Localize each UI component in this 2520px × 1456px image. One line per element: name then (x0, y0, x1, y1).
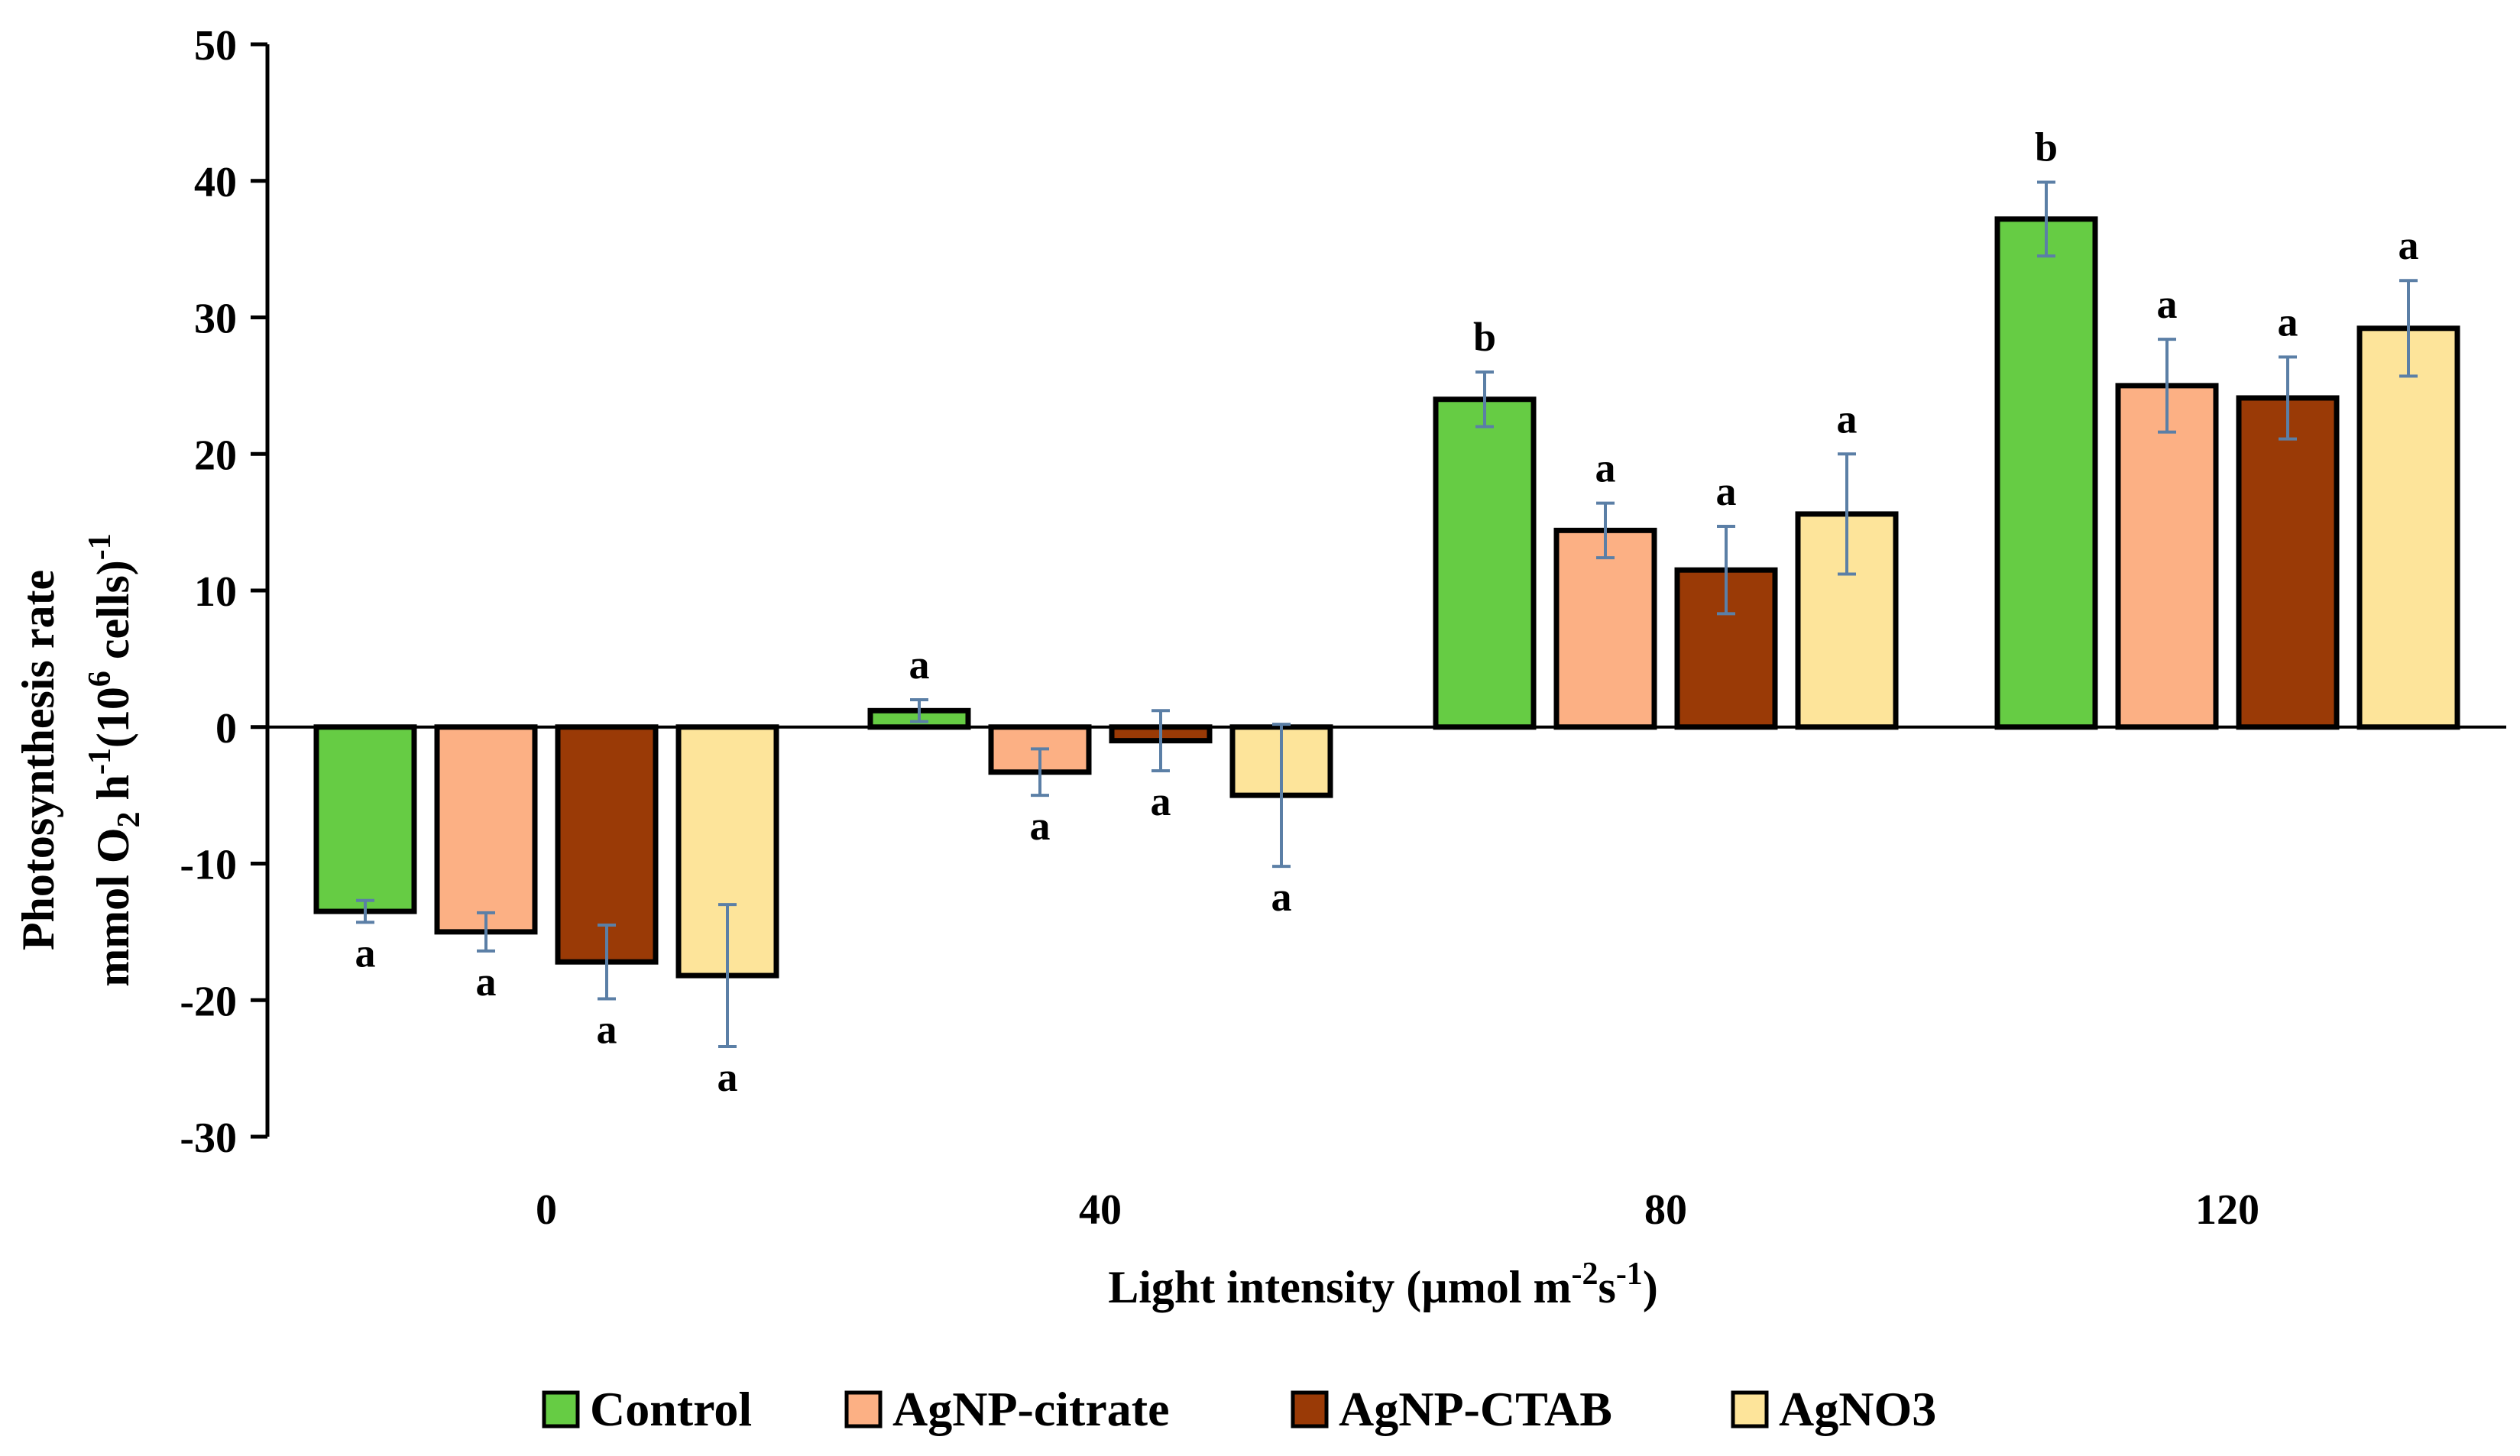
x-tick-label: 0 (536, 1186, 557, 1234)
labels-layer: 50 40 30 20 10 0 -10 -20 -30 a a b b a a a a a a a a a a a a 0 40 8… (180, 22, 2418, 1234)
y-tick-label: -20 (180, 978, 237, 1025)
significance-letter: b (2035, 125, 2058, 170)
legend-label: AgNP-CTAB (1339, 1382, 1612, 1436)
y-tick-label: 50 (194, 22, 237, 70)
significance-letter: a (1271, 874, 1292, 920)
y-tick-label: 20 (194, 432, 237, 479)
x-axis-title: Light intensity (µmol m-2s-1) (1108, 1257, 1658, 1312)
bar-control-80 (1433, 396, 1537, 730)
bar-agno3-120 (2356, 325, 2460, 730)
x-tick-label: 40 (1079, 1186, 1122, 1234)
y-tick-label: 0 (215, 705, 237, 752)
bar-agnp-citrate-80 (1553, 527, 1657, 730)
y-tick-label: 40 (194, 159, 237, 206)
legend-swatch-control (542, 1390, 580, 1428)
significance-letter: a (909, 642, 930, 688)
legend-swatch-agnp-ctab (1291, 1390, 1329, 1428)
bar-agnp-ctab-120 (2236, 395, 2340, 730)
y-tick-label: -10 (180, 842, 237, 889)
bar-control-120 (1994, 216, 2098, 730)
significance-letter: a (2278, 299, 2298, 345)
legend: Control AgNP-citrate AgNP-CTAB AgNO3 (542, 1382, 1936, 1436)
bar-agnp-citrate-120 (2115, 383, 2219, 730)
y-tick-label: -30 (180, 1115, 237, 1162)
y-axis-title-line1: Photosynthesis rate (13, 570, 63, 950)
significance-letter: a (476, 959, 497, 1005)
legend-label: AgNP-citrate (892, 1382, 1169, 1436)
significance-letter: a (1030, 803, 1051, 849)
significance-letter: a (597, 1006, 617, 1052)
significance-letter: a (1595, 445, 1616, 491)
y-tick-label: 30 (194, 296, 237, 343)
significance-letter: b (1473, 314, 1496, 360)
significance-letter: a (355, 930, 376, 976)
significance-letter: a (2399, 222, 2419, 268)
legend-label: Control (590, 1382, 752, 1436)
y-tick-label: 10 (194, 568, 237, 616)
legend-label: AgNO3 (1779, 1382, 1936, 1436)
bars-layer (313, 180, 2460, 1049)
y-axis-title-line2: mmol O2 h-1(106 cells)-1 (83, 533, 147, 987)
bar-control-0 (313, 724, 417, 914)
significance-letter: a (1716, 468, 1737, 514)
legend-swatch-agno3 (1731, 1390, 1769, 1428)
bar-agnp-citrate-0 (434, 724, 538, 935)
significance-letter: a (1151, 778, 1171, 824)
significance-letter: a (2157, 281, 2178, 327)
legend-swatch-agnp-citrate (844, 1390, 883, 1428)
x-tick-label: 120 (2195, 1186, 2259, 1234)
significance-letter: a (1837, 396, 1858, 442)
x-tick-label: 80 (1644, 1186, 1687, 1234)
significance-letter: a (717, 1054, 738, 1100)
